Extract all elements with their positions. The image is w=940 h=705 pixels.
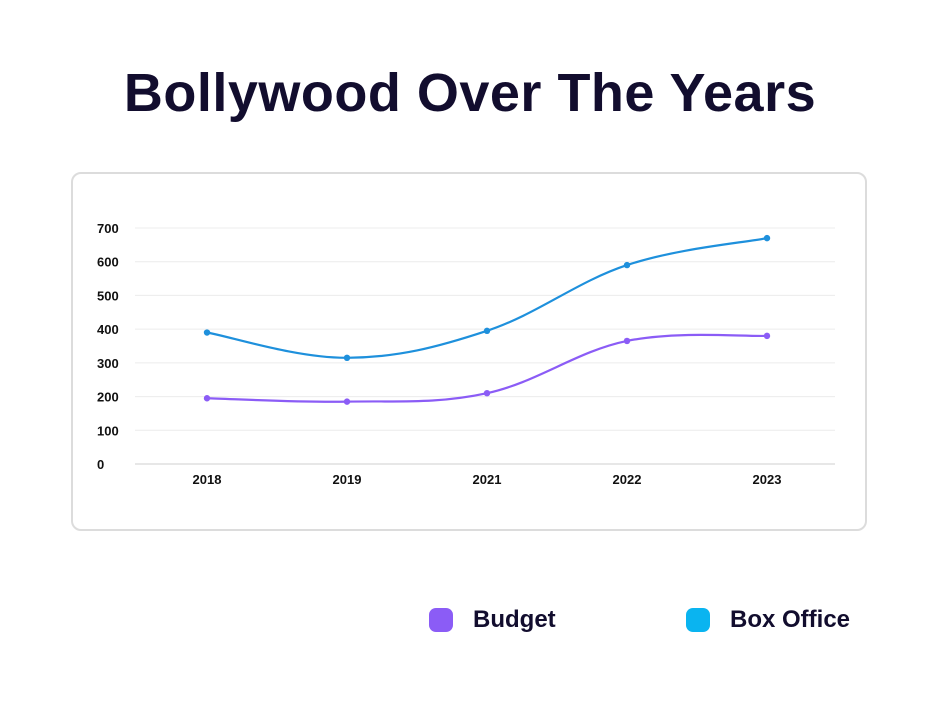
y-tick-label: 300	[97, 356, 119, 371]
y-tick-label: 100	[97, 423, 119, 438]
y-tick-label: 600	[97, 255, 119, 270]
chart-legend: Budget Box Office	[0, 603, 940, 637]
data-point-box-office	[763, 234, 771, 242]
y-tick-label: 200	[97, 390, 119, 405]
legend-swatch-budget	[429, 608, 453, 632]
data-point-box-office	[623, 261, 631, 269]
data-point-budget	[763, 332, 771, 340]
y-tick-label: 500	[97, 288, 119, 303]
legend-label-box-office: Box Office	[730, 606, 851, 633]
x-tick-label: 2018	[193, 472, 222, 487]
y-tick-label: 0	[97, 457, 104, 472]
data-point-budget	[483, 390, 491, 397]
data-point-box-office	[483, 327, 491, 335]
x-tick-label: 2023	[753, 472, 782, 487]
chart-card: 0 100 200 300 400 500 600 700 2018 2019 2021 2022 20…	[71, 172, 867, 531]
data-point-budget	[203, 395, 211, 402]
y-tick-label: 700	[97, 221, 119, 236]
line-chart: 0 100 200 300 400 500 600 700 2018 2019 2021 2022 20…	[97, 221, 835, 487]
legend-swatch-box-office	[686, 608, 710, 632]
data-point-budget	[623, 337, 631, 345]
y-tick-label: 400	[97, 322, 119, 337]
data-point-box-office	[203, 329, 211, 336]
series-line-box-office	[206, 237, 768, 359]
legend-item-box-office: Box Office	[686, 603, 850, 637]
chart-title: Bollywood Over The Years	[123, 63, 817, 123]
x-tick-label: 2022	[613, 472, 642, 487]
x-tick-label: 2019	[333, 472, 362, 487]
legend-item-budget: Budget	[429, 603, 556, 637]
x-tick-label: 2021	[473, 472, 502, 487]
data-point-budget	[343, 398, 351, 405]
data-point-box-office	[343, 354, 351, 361]
legend-label-budget: Budget	[473, 606, 556, 633]
